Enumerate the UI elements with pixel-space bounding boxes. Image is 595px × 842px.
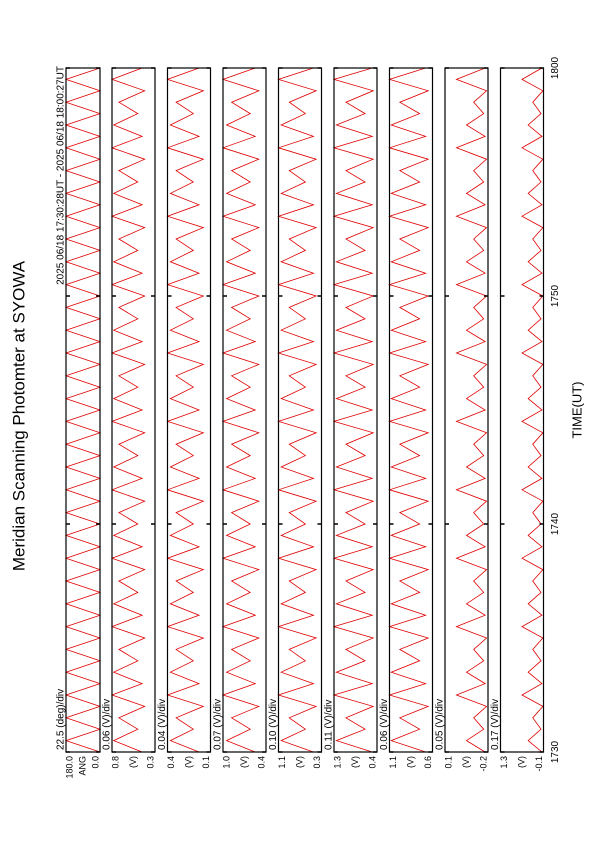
scale-label: 0.10 (V)/div: [268, 699, 279, 750]
data-line: [110, 67, 146, 753]
data-line: [221, 67, 260, 753]
x-axis-label: TIME(UT): [569, 381, 584, 438]
data-line: [166, 67, 205, 753]
y-axis-label: ANG: [77, 756, 87, 776]
panel-frame: [65, 67, 101, 753]
data-line: [64, 67, 102, 753]
y-axis-label: (V): [350, 756, 360, 768]
data-line: [388, 67, 430, 753]
y-tick-label: 1.1: [277, 756, 287, 769]
scale-label: 0.06 (V)/div: [379, 699, 390, 750]
y-tick-label: 0.6: [423, 756, 433, 769]
y-tick-label: 0.4: [367, 756, 377, 769]
panel-frame: [222, 67, 267, 753]
y-tick-label: -0.1: [534, 756, 544, 772]
y-tick-label: 1.0: [221, 756, 231, 769]
y-axis-label: (V): [183, 756, 193, 768]
scale-label: 0.06 (V)/div: [102, 699, 113, 750]
panel-frame: [277, 67, 323, 753]
scale-label: 22.5 (deg)/div: [56, 689, 67, 750]
panel-frame: [499, 67, 545, 753]
y-axis-label: (V): [405, 756, 415, 768]
data-line: [521, 67, 544, 753]
panel-frame: [166, 67, 212, 753]
y-axis-label: (V): [294, 756, 304, 768]
y-tick-label: 0.8: [110, 756, 120, 769]
chart-title: Meridian Scanning Photomter at SYOWA: [9, 260, 28, 571]
scale-label: 0.11 (V)/div: [324, 700, 335, 750]
y-tick-label: 0.3: [312, 756, 322, 769]
y-axis-label: (V): [461, 756, 471, 768]
y-tick-label: 0.0: [90, 756, 100, 769]
x-tick-label: 1800: [550, 56, 561, 79]
scale-label: 0.04 (V)/div: [157, 699, 168, 750]
y-tick-label: 0.1: [443, 756, 453, 769]
y-tick-label: 1.1: [388, 756, 398, 769]
y-tick-label: 0.1: [201, 756, 211, 769]
y-axis-label: (V): [239, 756, 249, 768]
y-tick-label: 0.3: [145, 756, 155, 769]
y-tick-label: 1.3: [332, 756, 342, 769]
y-tick-label: -0.2: [478, 756, 488, 772]
subtitle: 2025 06/18 17:30:28UT - 2025 06/18 18:00…: [56, 66, 67, 285]
rotated-plot: Meridian Scanning Photomter at SYOWA 202…: [9, 56, 584, 778]
scale-label: 0.07 (V)/div: [213, 699, 224, 750]
panel-frame: [333, 67, 378, 753]
data-line: [277, 67, 318, 753]
y-tick-label: 0.4: [166, 756, 176, 769]
panel-frame: [388, 67, 434, 753]
panel-frame: [444, 67, 489, 753]
scale-label: 0.05 (V)/div: [435, 699, 446, 750]
y-axis-label: (V): [516, 756, 526, 768]
data-line: [455, 67, 488, 753]
scale-label: 0.17 (V)/div: [490, 699, 501, 750]
y-tick-label: 0.4: [256, 756, 266, 769]
y-tick-label: 1.3: [499, 756, 509, 769]
x-tick-label: 1740: [550, 512, 561, 535]
y-tick-label: 180.0: [64, 756, 74, 779]
x-tick-label: 1750: [550, 284, 561, 307]
x-tick-label: 1730: [550, 740, 561, 763]
panel-frame: [111, 67, 156, 753]
y-axis-label: (V): [128, 756, 138, 768]
data-line: [332, 67, 375, 753]
